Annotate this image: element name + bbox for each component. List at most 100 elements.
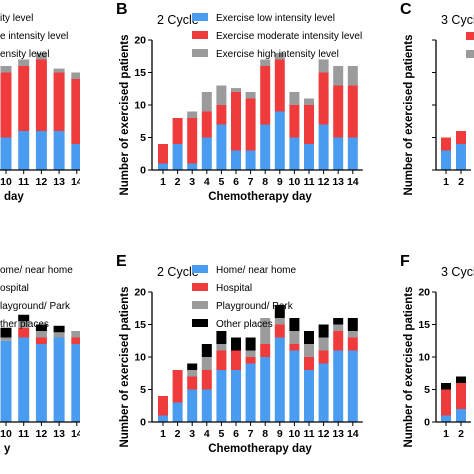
bar-e-other-14 [347,318,358,331]
y-tick-label-f-5: 5 [424,384,430,396]
y-axis-title-c: Number of exercised patients [403,34,415,195]
x-tick-label-b-8: 8 [262,176,268,188]
panel-letter-c: C [400,1,412,18]
bar-d-playground-11 [18,321,30,328]
x-tick-label-b-13: 13 [332,176,344,188]
bar-a-moderate-12 [35,59,47,131]
x-tick-label-a-11: 11 [18,176,29,188]
bar-d-hospital-14 [71,337,80,344]
y-tick-label-f-10: 10 [418,352,430,364]
bar-f-home-1 [441,415,451,422]
bar-e-home-4 [201,389,212,422]
bar-d-hospital-11 [18,327,30,338]
x-tick-label-a-13: 13 [53,176,65,188]
bar-e-home-7 [245,363,256,422]
bar-b-high-8 [260,59,271,66]
bar-b-low-10 [289,137,300,170]
x-tick-label-e-9: 9 [277,428,283,440]
panel-letter-f: F [400,253,410,270]
y-axis-title-b: Number of exercised patients [119,34,131,195]
bar-b-moderate-6 [231,92,241,151]
bar-e-hospital-12 [318,350,329,364]
bar-e-hospital-2 [172,370,183,403]
bar-b-moderate-7 [245,98,256,151]
bar-e-home-12 [318,363,329,422]
x-tick-label-b-9: 9 [277,176,283,188]
x-tick-label-e-10: 10 [289,428,301,440]
x-tick-label-d-13: 13 [53,428,65,440]
bar-d-home-13 [53,337,65,422]
bar-b-low-5 [216,124,227,170]
bar-e-home-11 [304,370,314,422]
bar-e-other-12 [318,324,329,338]
bar-a-low-11 [18,131,30,170]
panel-c: 1 2 Number of exercised patients [403,34,471,196]
legend-fragment-a-2: ensity level [0,49,49,60]
bar-f-home-2 [456,409,466,422]
bar-b-moderate-4 [201,111,212,138]
bar-b-high-13 [333,66,344,86]
y-tick-label-e-20: 20 [134,287,146,299]
x-tick-label-f-2: 2 [458,428,464,440]
y-tick-label-b-5: 5 [140,132,146,144]
x-tick-label-f-1: 1 [443,428,449,440]
y-tick-label-b-0: 0 [140,165,146,177]
bar-d-other-13 [53,325,65,333]
bar-b-moderate-13 [333,85,344,138]
bar-e-playground-13 [333,324,344,331]
bar-c-low-1 [441,150,451,170]
bar-b-moderate-1 [158,144,168,164]
y-tick-label-e-10: 10 [134,352,146,364]
bar-b-low-12 [318,124,329,170]
x-tick-label-a-10: 10 [0,176,12,188]
bar-b-moderate-11 [304,105,314,144]
legend-fragment-d-2: layground/ Park [0,301,71,312]
x-tick-label-b-1: 1 [160,176,166,188]
x-tick-label-a-12: 12 [36,176,48,188]
panel-letter-e: E [116,253,127,270]
bar-e-hospital-14 [347,337,358,351]
bar-f-hospital-2 [456,383,466,409]
x-tick-label-b-3: 3 [189,176,195,188]
bar-e-playground-12 [318,337,329,351]
legend-fragment-a-0: ity level [0,13,33,24]
x-tick-label-b-2: 2 [175,176,181,188]
panel-d: 10 11 12 13 14 y [0,314,83,455]
bar-b-high-14 [347,66,358,86]
bar-b-low-1 [158,163,168,170]
bar-d-home-12 [35,344,47,422]
bar-e-home-13 [333,350,344,422]
legend-swatch-e-other [192,319,208,327]
y-tick-label-f-15: 15 [418,319,430,331]
bar-e-playground-10 [289,331,300,344]
bar-a-low-12 [35,131,47,170]
bar-d-home-11 [18,337,30,422]
y-tick-label-b-10: 10 [134,100,146,112]
bar-e-home-2 [172,402,183,422]
bar-d-other-12 [35,324,47,331]
bar-e-home-8 [260,357,271,422]
bar-b-moderate-9 [274,59,285,112]
bar-e-home-10 [289,350,300,422]
bar-c-moderate-1 [441,137,451,151]
legend-swatch-e-playground [192,301,208,309]
bar-a-moderate-10 [0,72,12,138]
bar-d-other-11 [18,314,30,322]
bar-d-hospital-12 [35,337,47,344]
y-axis-title-f: Number of exercised patients [403,286,415,447]
legend-fragment-a-1: e intensity level [0,31,68,42]
panel-title-c: 3 Cycle [441,13,474,27]
bar-d-home-14 [71,344,80,422]
bar-b-high-3 [187,111,198,118]
x-tick-label-d-14: 14 [71,428,83,440]
bar-e-playground-11 [304,344,314,357]
x-tick-label-a-14: 14 [71,176,83,188]
bar-e-home-9 [274,337,285,422]
legend-label-e-home: Home/ near home [216,265,296,276]
bar-a-low-10 [0,137,12,170]
bar-e-playground-7 [245,350,256,357]
bar-e-other-7 [245,337,256,351]
bar-e-hospital-13 [333,331,344,351]
